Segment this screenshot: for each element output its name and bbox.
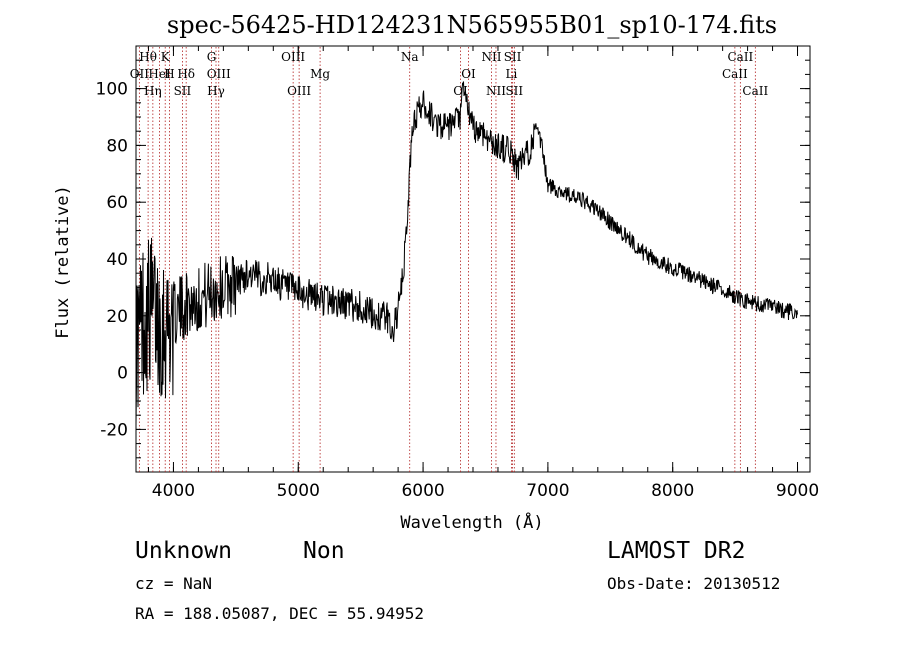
spectral-line-label: Hθ xyxy=(139,50,157,64)
class-label: Unknown xyxy=(135,538,232,564)
spectral-line-label: OIII xyxy=(287,84,311,98)
spectral-line-labels: Hθ OII Hη HeI KH Hδ SII G OIII Hγ OIII OIII Mg Na OI OI… xyxy=(130,50,769,98)
x-tick-label: 6000 xyxy=(401,481,444,501)
plot-frame xyxy=(135,45,811,473)
spectral-line-label: Hη xyxy=(144,84,162,98)
spectrum-line xyxy=(135,81,798,424)
spectral-line-label: OIII xyxy=(207,67,231,81)
spectral-line-label: OI xyxy=(461,67,476,81)
obs-date-label: Obs-Date: 20130512 xyxy=(607,574,781,593)
y-tick-label: 40 xyxy=(106,250,128,270)
spectral-line-label: Li xyxy=(506,67,518,81)
spectral-line-label: NII xyxy=(486,84,506,98)
spectral-line-label: SII xyxy=(174,84,192,98)
y-axis-ticks: -20 0 20 40 60 80 100 xyxy=(96,59,810,459)
spectral-line-label: CaII xyxy=(722,67,748,81)
spectral-line-label: CaII xyxy=(742,84,768,98)
x-tick-label: 5000 xyxy=(277,481,320,501)
spectral-line-label: HeI xyxy=(148,67,171,81)
spectral-line-label: CaII xyxy=(727,50,753,64)
redshift-label: cz = NaN xyxy=(135,574,213,593)
y-tick-label: 60 xyxy=(106,193,128,213)
x-tick-label: 7000 xyxy=(526,481,569,501)
spectral-line-label: OIII xyxy=(281,50,305,64)
chart-title: spec-56425-HD124231N565955B01_sp10-174.f… xyxy=(167,11,777,39)
spectral-line-label: SII xyxy=(505,84,523,98)
spectral-line-label: Mg xyxy=(310,67,330,81)
spectral-line-label: K xyxy=(161,50,171,64)
spectral-line-label: Na xyxy=(401,50,419,64)
spectral-line-label: G xyxy=(207,50,217,64)
spectral-line-label: OII xyxy=(130,67,150,81)
y-axis-label: Flux (relative) xyxy=(53,185,73,339)
spectrum-series xyxy=(135,81,798,424)
spectral-line-label: SII xyxy=(504,50,522,64)
x-axis-ticks: 4000 5000 6000 7000 8000 9000 xyxy=(147,46,819,501)
spectral-line-label: H xyxy=(164,67,174,81)
spectral-line-label: Hδ xyxy=(177,67,195,81)
y-tick-label: 100 xyxy=(96,80,128,100)
spectral-line-label: NII xyxy=(481,50,501,64)
y-tick-label: -20 xyxy=(100,420,128,440)
x-tick-label: 4000 xyxy=(152,481,195,501)
subclass-label: Non xyxy=(303,538,345,564)
x-tick-label: 8000 xyxy=(651,481,694,501)
y-tick-label: 20 xyxy=(106,307,128,327)
y-tick-label: 0 xyxy=(117,364,128,384)
x-tick-label: 9000 xyxy=(776,481,819,501)
spectral-line-markers xyxy=(138,47,756,472)
y-tick-label: 80 xyxy=(106,136,128,156)
x-axis-label: Wavelength (Å) xyxy=(400,511,543,533)
coordinates-label: RA = 188.05087, DEC = 55.94952 xyxy=(135,604,424,623)
spectral-line-label: OI xyxy=(453,84,468,98)
survey-label: LAMOST DR2 xyxy=(607,538,746,564)
spectral-line-label: Hγ xyxy=(207,84,225,98)
